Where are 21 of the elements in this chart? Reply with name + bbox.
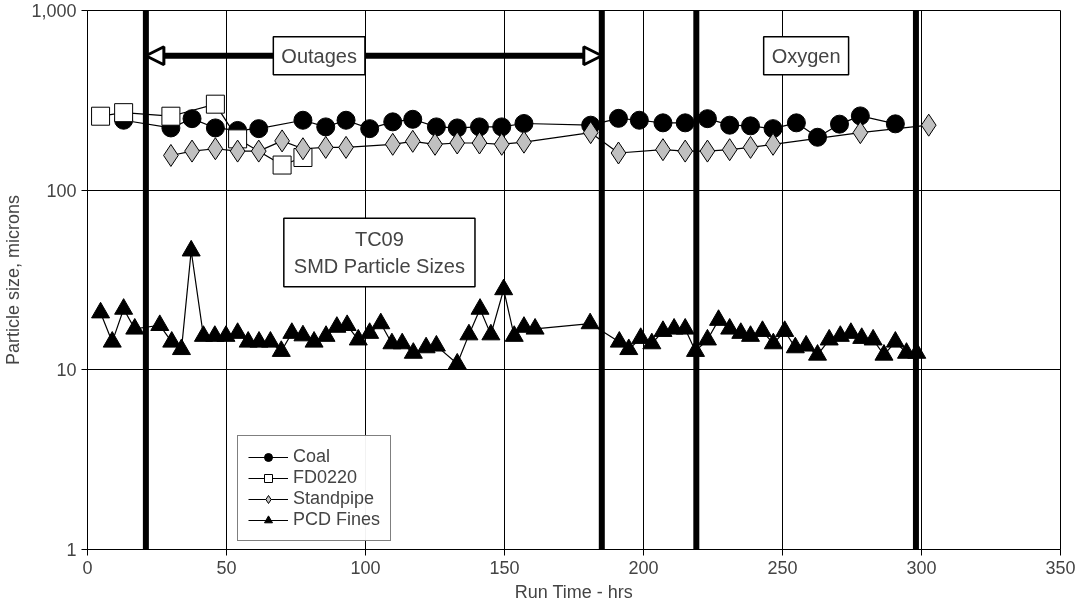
x-axis-title: Run Time - hrs [514,581,633,602]
annotation: Oxygen [771,44,841,67]
legend-label: PCD Fines [293,509,381,530]
x-tick-label: 200 [628,557,659,578]
x-tick-label: 50 [216,557,237,578]
annotation: Outages [281,44,357,67]
y-tick-label: 1,000 [31,1,77,21]
legend-label: FD0220 [293,467,358,488]
x-tick-label: 100 [350,557,381,578]
x-tick-label: 0 [82,557,93,578]
legend-label: Standpipe [293,488,375,509]
y-tick-label: 10 [56,360,77,381]
legend-label: Coal [293,446,331,467]
x-tick-label: 350 [1045,557,1076,578]
y-tick-label: 100 [46,180,77,201]
text: TC09 SMD Particle Sizes [293,228,465,277]
x-tick-label: 250 [767,557,798,578]
x-tick-label: 150 [489,557,520,578]
x-tick-label: 300 [906,557,937,578]
y-axis-title: Particle size, microns [3,194,24,366]
y-tick-label: 1 [66,540,77,560]
